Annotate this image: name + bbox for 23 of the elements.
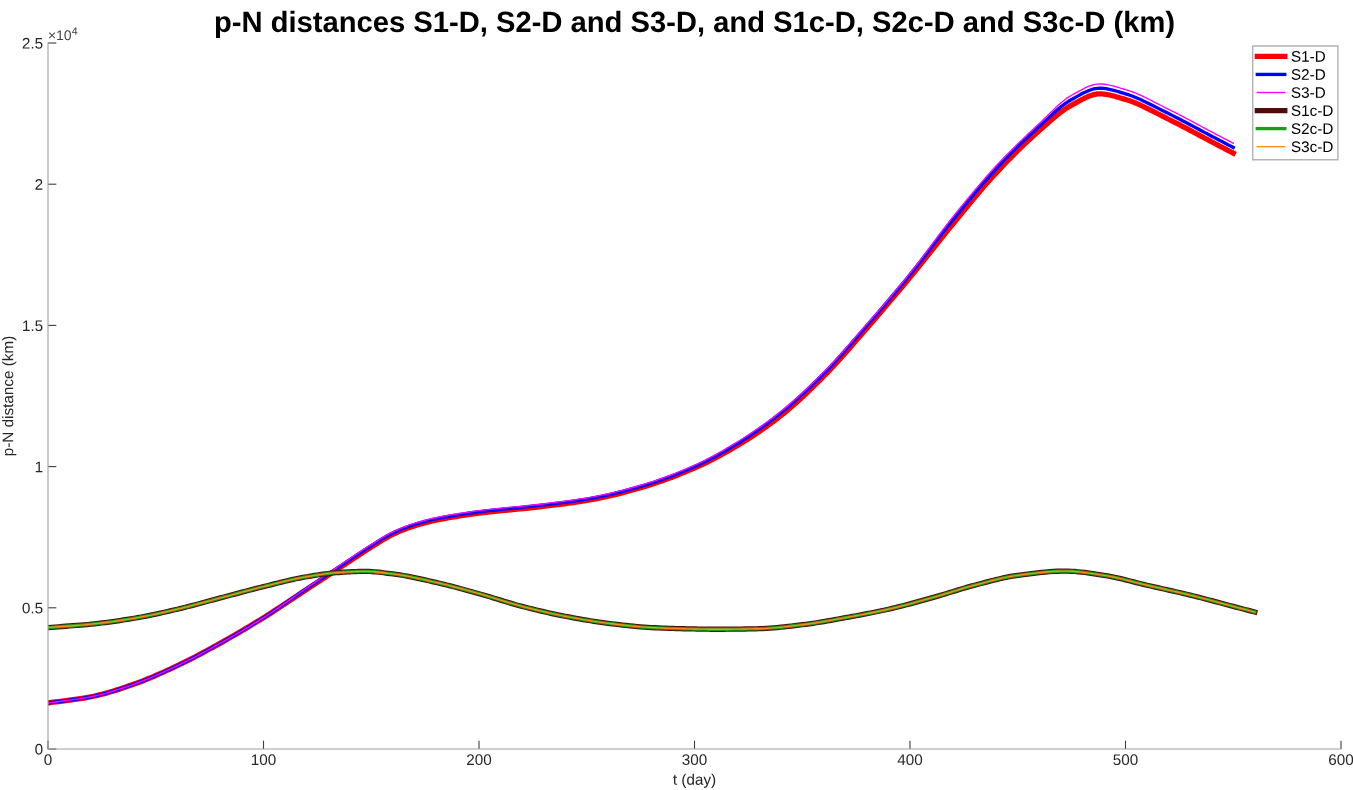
chart-title: p-N distances S1-D, S2-D and S3-D, and S1c-D, S2c-D and S3c-D (km)	[215, 10, 1174, 38]
y-tick-label: 0	[35, 743, 43, 755]
legend-label: S1c-D	[1291, 105, 1333, 117]
legend-label: S3c-D	[1291, 141, 1333, 153]
y-tick-label: 1	[35, 461, 43, 473]
x-tick-label: 100	[251, 754, 276, 766]
x-tick-label: 400	[897, 754, 923, 766]
x-tick-label: 500	[1113, 754, 1138, 766]
x-tick-label: 0	[44, 754, 52, 766]
text: ×10$^{4}$	[48, 27, 78, 41]
legend-label: S2c-D	[1291, 123, 1333, 135]
x-tick-label: 600	[1329, 754, 1353, 766]
y-tick-label: 0.5	[22, 602, 43, 614]
legend-label: S1-D	[1291, 51, 1325, 62]
x-tick-label: 300	[682, 754, 707, 766]
legend-label: S2-D	[1291, 69, 1325, 80]
y-tick-label: 2.5	[22, 37, 43, 49]
x-axis-title: t (day)	[673, 773, 716, 788]
x-tick-label: 200	[467, 754, 492, 766]
y-tick-label: 2	[35, 179, 43, 190]
y-axis-title: p-N distance (km)	[2, 336, 17, 456]
legend-label: S3-D	[1291, 87, 1325, 98]
y-tick-label: 1.5	[23, 320, 43, 332]
